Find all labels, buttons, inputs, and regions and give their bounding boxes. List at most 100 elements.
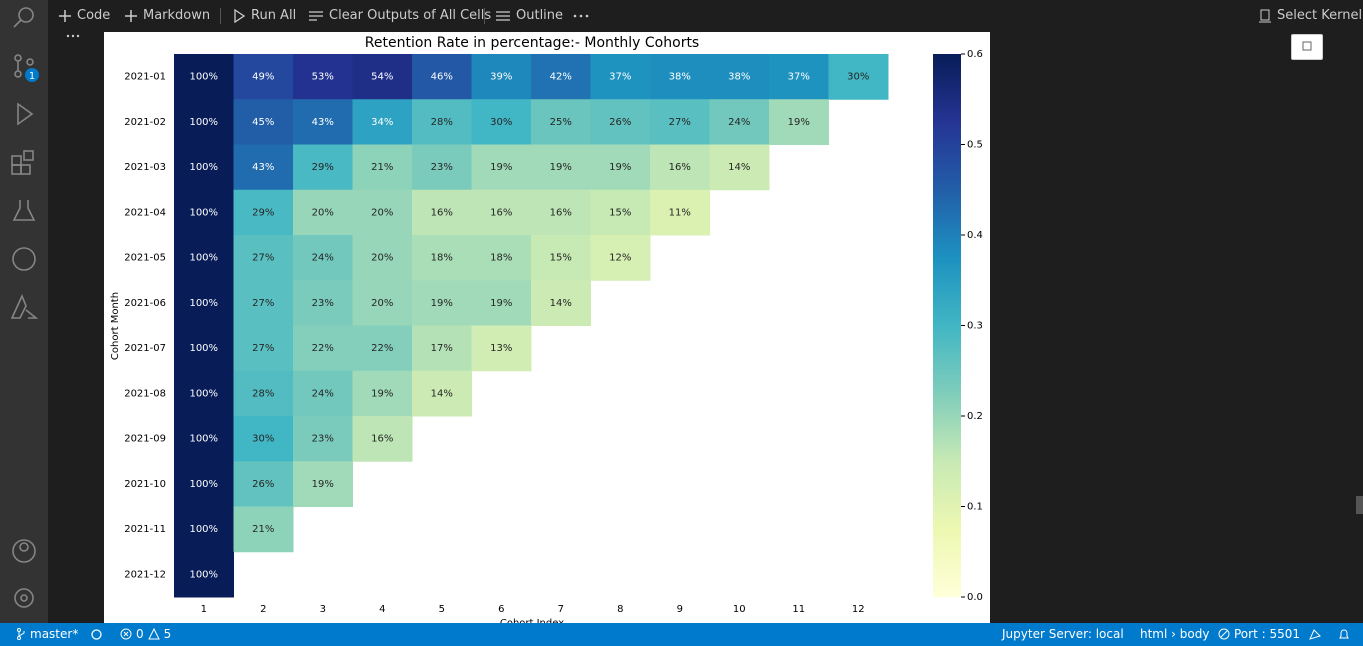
account-icon[interactable] <box>12 539 36 563</box>
settings-icon[interactable] <box>14 588 34 608</box>
error-icon <box>120 628 132 640</box>
extensions-icon[interactable] <box>11 150 34 175</box>
jupyter-server[interactable]: Jupyter Server: local <box>1002 627 1124 641</box>
activity-icons: 1 <box>10 7 39 608</box>
cell-label: 19% <box>431 298 453 309</box>
cell-label: 28% <box>431 117 453 128</box>
y-tick-label: 2021-10 <box>124 479 166 490</box>
clear-outputs-button[interactable]: Clear Outputs of All Cells <box>308 8 491 23</box>
cell-label: 24% <box>728 117 750 128</box>
y-tick-label: 2021-01 <box>124 72 166 83</box>
notifications-icon[interactable] <box>1338 628 1350 641</box>
breadcrumb[interactable]: html › body <box>1140 627 1209 641</box>
heatmap-cell <box>471 280 532 326</box>
x-tick-label: 5 <box>439 604 445 615</box>
select-kernel-button[interactable]: Select Kernel <box>1258 8 1362 23</box>
heatmap-cell <box>293 99 353 145</box>
heatmap-cell <box>174 144 234 191</box>
more-actions[interactable] <box>573 14 589 18</box>
badge <box>25 68 39 82</box>
cell-label: 16% <box>669 162 691 173</box>
run-all-button[interactable]: Run All <box>232 8 296 23</box>
heatmap-cell <box>293 461 353 507</box>
add-code-button[interactable]: Code <box>58 8 110 23</box>
live-server-port[interactable]: Port : 5501 <box>1218 627 1300 641</box>
heatmap-cell <box>352 144 413 191</box>
feedback-icon[interactable] <box>1308 628 1322 641</box>
heatmap-cell <box>233 144 294 191</box>
cell-label: 18% <box>431 253 453 264</box>
separator <box>484 8 485 24</box>
heatmap-cell <box>412 144 472 191</box>
cell-label: 37% <box>609 72 631 83</box>
heatmap-cell <box>471 54 532 100</box>
add-markdown-button[interactable]: Markdown <box>124 8 210 23</box>
cell-label: 15% <box>550 253 572 264</box>
warning-icon <box>147 628 160 640</box>
github-icon[interactable] <box>12 247 36 271</box>
cell-label: 20% <box>371 298 393 309</box>
colorbar-tick-label: 0.2 <box>967 411 983 422</box>
search-icon-handle <box>13 19 22 28</box>
run-icon <box>234 8 246 23</box>
button-label: Markdown <box>143 8 211 23</box>
cell-label: 22% <box>371 343 393 354</box>
cell-label: 100% <box>189 569 218 580</box>
cell-label: 23% <box>312 434 334 445</box>
colorbar <box>933 54 961 597</box>
cell-label: 14% <box>431 388 453 399</box>
x-tick-label: 6 <box>498 604 504 615</box>
heatmap-cell <box>471 189 532 236</box>
sync-icon[interactable] <box>90 628 103 641</box>
x-tick-label: 8 <box>617 604 623 615</box>
source-control-icon[interactable] <box>14 54 34 78</box>
x-tick-label: 1 <box>201 604 207 615</box>
heatmap-cell <box>233 416 294 462</box>
search-icon[interactable] <box>18 7 34 23</box>
heatmap-chart: Retention Rate in percentage:- Monthly C… <box>104 32 990 623</box>
cell-label: 39% <box>490 72 512 83</box>
cell-label: 19% <box>788 117 810 128</box>
cell-label: 43% <box>252 162 274 173</box>
run-debug-icon[interactable] <box>17 102 34 126</box>
azure-icon[interactable] <box>10 293 39 319</box>
heatmap-cell <box>352 99 413 145</box>
save-output-button[interactable] <box>1291 34 1323 60</box>
heatmap-cell <box>174 54 234 100</box>
outline-button[interactable]: Outline <box>495 8 563 23</box>
cell-label: 49% <box>252 72 274 83</box>
heatmap-cell <box>590 144 651 191</box>
cell-label: 27% <box>669 117 691 128</box>
heatmap-cell <box>293 54 353 100</box>
cell-label: 16% <box>550 207 572 218</box>
heatmap-cell <box>531 280 591 326</box>
cell-label: 15% <box>609 207 631 218</box>
y-tick-label: 2021-03 <box>124 162 166 173</box>
error-count: 0 <box>136 627 144 641</box>
heatmap-cell <box>471 325 532 372</box>
cell-label: 100% <box>189 298 218 309</box>
cell-label: 43% <box>312 117 334 128</box>
cell-label: 24% <box>312 388 334 399</box>
x-tick-label: 10 <box>733 604 746 615</box>
heatmap-cell <box>174 416 234 462</box>
testing-icon[interactable] <box>12 200 36 221</box>
cell-label: 29% <box>312 162 334 173</box>
heatmap-cell <box>174 99 234 145</box>
colorbar-tick-label: 0.1 <box>967 502 983 513</box>
cell-label: 19% <box>371 388 393 399</box>
scrollbar-thumb <box>1356 496 1363 514</box>
y-tick-label: 2021-06 <box>124 298 166 309</box>
heatmap-cell <box>233 54 294 100</box>
cell-label: 16% <box>371 434 393 445</box>
button-label: Clear Outputs of All Cells <box>329 8 492 23</box>
y-tick-label: 2021-08 <box>124 388 166 399</box>
heatmap-cell <box>412 189 472 236</box>
notebook-toolbar: Code Markdown Run All Clear Outputs of A… <box>48 0 1363 32</box>
heatmap-cell <box>531 189 591 236</box>
cell-more[interactable] <box>66 34 82 38</box>
heatmap-cell <box>293 370 353 417</box>
cell-label: 13% <box>490 343 512 354</box>
branch[interactable]: master* <box>16 627 78 641</box>
